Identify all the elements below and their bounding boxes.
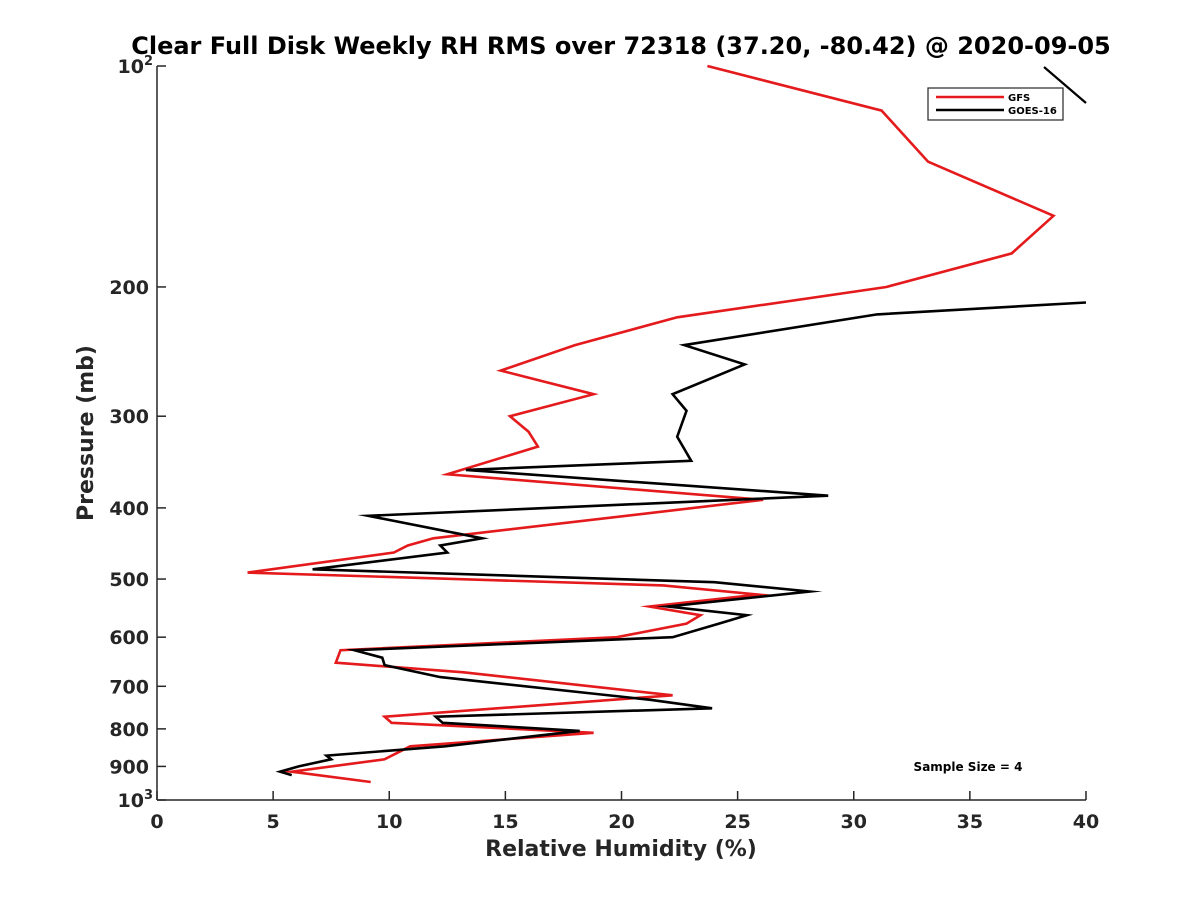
y-tick-label: 600 <box>109 627 149 649</box>
y-tick-label: 900 <box>109 756 149 778</box>
y-tick-label: 400 <box>109 498 149 520</box>
y-tick-label: 102 <box>118 54 154 78</box>
y-ticks: 102 200 300 400 500 600 700 800 900 103 <box>109 54 166 812</box>
y-tick-label: 700 <box>109 676 149 698</box>
legend-label-gfs: GFS <box>1008 93 1030 104</box>
y-tick-label: 200 <box>109 277 149 299</box>
legend-corner-mark <box>1043 66 1087 104</box>
sample-size-annotation: Sample Size = 4 <box>914 760 1023 774</box>
x-tick-label: 0 <box>150 811 163 833</box>
x-tick-label: 30 <box>841 811 867 833</box>
series-line-goes16 <box>275 301 1087 777</box>
x-tick-label: 10 <box>376 811 402 833</box>
x-tick-label: 5 <box>267 811 280 833</box>
x-tick-label: 20 <box>608 811 634 833</box>
x-tick-label: 35 <box>957 811 983 833</box>
chart-title: Clear Full Disk Weekly RH RMS over 72318… <box>131 32 1111 60</box>
x-tick-label: 15 <box>492 811 518 833</box>
legend: GFS GOES-16 <box>927 87 1064 121</box>
x-tick-label: 40 <box>1073 811 1099 833</box>
x-tick-label: 25 <box>724 811 750 833</box>
y-axis-label: Pressure (mb) <box>74 345 99 521</box>
series-group <box>247 64 1087 784</box>
y-tick-label: 300 <box>109 406 149 428</box>
y-tick-label: 800 <box>109 719 149 741</box>
legend-label-goes16: GOES-16 <box>1008 106 1057 117</box>
y-tick-label: 103 <box>118 788 154 812</box>
series-line-gfs <box>247 64 1056 784</box>
y-tick-label: 500 <box>109 569 149 591</box>
x-axis-label: Relative Humidity (%) <box>485 837 757 862</box>
x-ticks: 0 5 10 15 20 25 30 35 40 <box>150 791 1099 833</box>
legend-box <box>927 87 1064 121</box>
